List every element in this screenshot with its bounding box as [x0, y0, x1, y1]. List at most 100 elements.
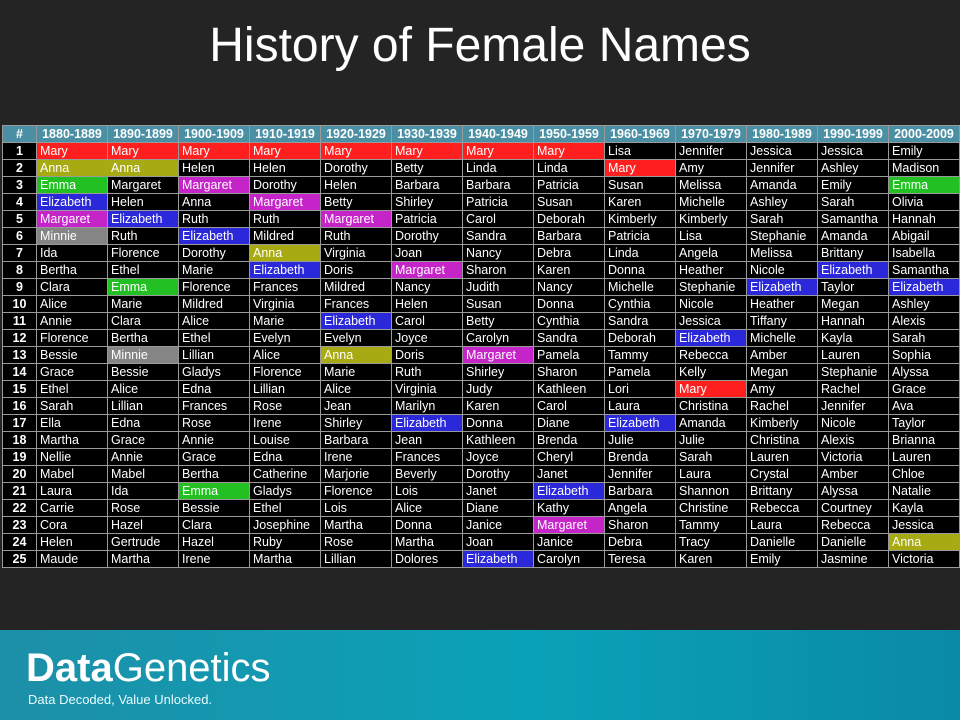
names-table: #1880-1889 1890-1899 1900-1909 1910-1919 192… [2, 125, 960, 568]
name-cell: Elizabeth [36, 193, 108, 211]
name-cell: Anna [249, 244, 321, 262]
name-cell: Edna [178, 380, 250, 398]
name-cell: Anna [178, 193, 250, 211]
name-cell: Ruth [249, 210, 321, 228]
name-cell: Jennifer [675, 142, 747, 160]
name-cell: Clara [107, 312, 179, 330]
name-cell: Tammy [604, 346, 676, 364]
name-cell: Carol [391, 312, 463, 330]
name-cell: Margaret [249, 193, 321, 211]
name-cell: Marie [249, 312, 321, 330]
name-cell: Mabel [36, 465, 108, 483]
rank-cell: 19 [2, 448, 37, 466]
name-cell: Amanda [817, 227, 889, 245]
name-cell: Stephanie [746, 227, 818, 245]
name-cell: Stephanie [817, 363, 889, 381]
table-row: 19 Nellie Annie Grace Edna Irene Frances Joyce C… [2, 448, 960, 466]
rank-cell: 11 [2, 312, 37, 330]
name-cell: Jessica [817, 142, 889, 160]
name-cell: Michelle [604, 278, 676, 296]
name-cell: Mary [533, 142, 605, 160]
name-cell: Ethel [107, 261, 179, 279]
datagenetics-logo: DataGenetics [26, 646, 271, 690]
rank-cell: 7 [2, 244, 37, 262]
name-cell: Sharon [533, 363, 605, 381]
table-row: 20 Mabel Mabel Bertha Catherine Marjorie Bever… [2, 465, 960, 483]
name-cell: Nellie [36, 448, 108, 466]
name-cell: Kathleen [462, 431, 534, 449]
name-cell: Emma [107, 278, 179, 296]
name-cell: Jessica [746, 142, 818, 160]
name-cell: Janet [462, 482, 534, 500]
name-cell: Janice [533, 533, 605, 551]
table-row: 11 Annie Clara Alice Marie Elizabeth Carol Bett… [2, 312, 960, 330]
name-cell: Bertha [107, 329, 179, 347]
name-cell: Anna [36, 159, 108, 177]
name-cell: Margaret [462, 346, 534, 364]
name-cell: Elizabeth [320, 312, 392, 330]
name-cell: Barbara [462, 176, 534, 194]
name-cell: Brianna [888, 431, 960, 449]
name-cell: Donna [462, 414, 534, 432]
name-cell: Ashley [746, 193, 818, 211]
name-cell: Madison [888, 159, 960, 177]
name-cell: Cora [36, 516, 108, 534]
header-decade: 1880-1889 [36, 125, 108, 143]
table-row: 2 Anna Anna Helen Helen Dorothy Betty Linda Lind… [2, 159, 960, 177]
name-cell: Sandra [533, 329, 605, 347]
name-cell: Margaret [178, 176, 250, 194]
name-cell: Frances [249, 278, 321, 296]
name-cell: Christine [675, 499, 747, 517]
names-table-container: #1880-1889 1890-1899 1900-1909 1910-1919 192… [2, 125, 960, 568]
name-cell: Laura [36, 482, 108, 500]
name-cell: Donna [533, 295, 605, 313]
name-cell: Margaret [320, 210, 392, 228]
rank-cell: 5 [2, 210, 37, 228]
name-cell: Chloe [888, 465, 960, 483]
name-cell: Jessica [888, 516, 960, 534]
name-cell: Helen [320, 176, 392, 194]
name-cell: Kimberly [746, 414, 818, 432]
name-cell: Elizabeth [107, 210, 179, 228]
name-cell: Lori [604, 380, 676, 398]
name-cell: Mary [462, 142, 534, 160]
name-cell: Alyssa [888, 363, 960, 381]
name-cell: Helen [391, 295, 463, 313]
name-cell: Clara [178, 516, 250, 534]
table-row: 22 Carrie Rose Bessie Ethel Lois Alice Diane Kat… [2, 499, 960, 517]
name-cell: Janet [533, 465, 605, 483]
name-cell: Carrie [36, 499, 108, 517]
name-cell: Ethel [36, 380, 108, 398]
name-cell: Dorothy [320, 159, 392, 177]
name-cell: Joyce [462, 448, 534, 466]
name-cell: Samantha [888, 261, 960, 279]
name-cell: Grace [178, 448, 250, 466]
name-cell: Elizabeth [746, 278, 818, 296]
name-cell: Laura [604, 397, 676, 415]
name-cell: Karen [462, 397, 534, 415]
rank-cell: 21 [2, 482, 37, 500]
rank-cell: 1 [2, 142, 37, 160]
name-cell: Shannon [675, 482, 747, 500]
name-cell: Elizabeth [178, 227, 250, 245]
table-row: 16 Sarah Lillian Frances Rose Jean Marilyn Kare… [2, 397, 960, 415]
name-cell: Brenda [533, 431, 605, 449]
name-cell: Julie [604, 431, 676, 449]
rank-cell: 8 [2, 261, 37, 279]
name-cell: Carolyn [533, 550, 605, 568]
name-cell: Barbara [391, 176, 463, 194]
name-cell: Ida [36, 244, 108, 262]
table-row: 17 Ella Edna Rose Irene Shirley Elizabeth Donna… [2, 414, 960, 432]
name-cell: Rebecca [746, 499, 818, 517]
name-cell: Florence [178, 278, 250, 296]
name-cell: Amber [817, 465, 889, 483]
rank-cell: 15 [2, 380, 37, 398]
name-cell: Gladys [178, 363, 250, 381]
header-decade: 1990-1999 [817, 125, 889, 143]
rank-cell: 12 [2, 329, 37, 347]
name-cell: Frances [391, 448, 463, 466]
name-cell: Rose [249, 397, 321, 415]
name-cell: Taylor [888, 414, 960, 432]
name-cell: Sharon [462, 261, 534, 279]
name-cell: Debra [533, 244, 605, 262]
